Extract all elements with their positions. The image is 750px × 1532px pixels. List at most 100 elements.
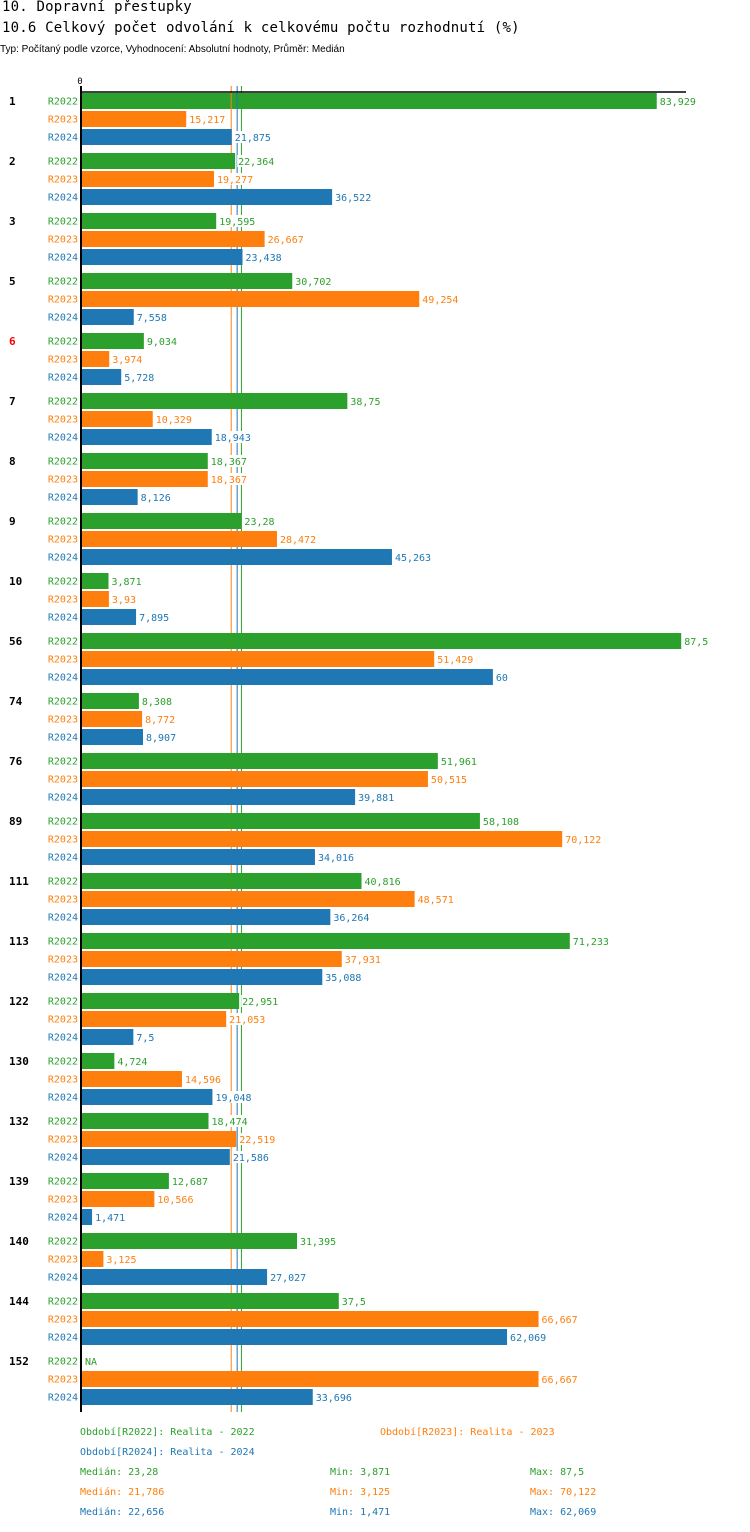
value-label-background <box>683 635 710 647</box>
bar-r2023 <box>82 531 277 547</box>
series-label: R2024 <box>48 673 78 684</box>
value-label: 21,875 <box>235 133 271 144</box>
bar-r2023 <box>82 1311 539 1327</box>
series-label: R2022 <box>48 97 78 108</box>
category-label: 122 <box>9 995 29 1008</box>
category-label: 76 <box>9 755 23 768</box>
value-label-background <box>340 1295 368 1307</box>
value-label-background <box>363 875 403 887</box>
value-label: 18,474 <box>212 1117 248 1128</box>
bar-r2023 <box>82 1071 182 1087</box>
value-label: 62,069 <box>510 1333 546 1344</box>
bar-r2023 <box>82 1191 155 1207</box>
value-label-background <box>266 233 306 245</box>
value-label-background <box>188 113 227 125</box>
bar-r2024 <box>82 249 243 265</box>
bar-r2023 <box>82 771 428 787</box>
legend-entry-r2024: Období[R2024]: Realita - 2024 <box>80 1447 255 1458</box>
value-label: 22,519 <box>239 1135 275 1146</box>
category-label: 2 <box>9 155 16 168</box>
value-label-background <box>144 713 177 725</box>
value-label-background <box>244 251 284 263</box>
series-label: R2022 <box>48 1177 78 1188</box>
bar-r2022 <box>82 693 139 709</box>
value-label: 1,471 <box>95 1213 125 1224</box>
bar-r2024 <box>82 429 212 445</box>
value-label-background <box>210 1115 250 1127</box>
series-label: R2022 <box>48 757 78 768</box>
value-label-background <box>138 611 171 623</box>
value-label: 66,667 <box>542 1315 578 1326</box>
series-label: R2023 <box>48 175 78 186</box>
series-label: R2022 <box>48 637 78 648</box>
value-label-background <box>228 1013 267 1025</box>
value-label-background <box>357 791 396 803</box>
bar-r2024 <box>82 669 493 685</box>
value-label: 37,5 <box>342 1297 366 1308</box>
value-label-background <box>209 473 249 485</box>
category-label: 5 <box>9 275 16 288</box>
bar-r2022 <box>82 393 348 409</box>
series-label: R2022 <box>48 1297 78 1308</box>
bar-r2023 <box>82 291 420 307</box>
value-label-background <box>439 755 479 767</box>
value-label-background <box>183 1073 223 1085</box>
bar-r2022 <box>82 633 682 649</box>
series-label: R2024 <box>48 913 78 924</box>
bar-r2022 <box>82 213 217 229</box>
bar-r2023 <box>82 1251 104 1267</box>
bar-r2024 <box>82 189 333 205</box>
value-label-background <box>144 731 178 743</box>
value-label: 26,667 <box>268 235 304 246</box>
series-label: R2024 <box>48 433 78 444</box>
value-label-background <box>123 371 156 383</box>
stat-min-r2024: Min: 1,471 <box>330 1507 391 1518</box>
bar-r2024 <box>82 1269 268 1285</box>
bar-r2023 <box>82 171 215 187</box>
series-label: R2022 <box>48 1057 78 1068</box>
value-label: 18,367 <box>211 457 247 468</box>
value-label-background <box>135 311 169 323</box>
value-label: 71,233 <box>573 937 609 948</box>
bar-r2022 <box>82 993 240 1009</box>
series-label: R2024 <box>48 1093 78 1104</box>
series-label: R2024 <box>48 313 78 324</box>
bar-r2022 <box>82 1113 209 1129</box>
value-label-background <box>658 95 698 107</box>
value-label: 58,108 <box>483 817 519 828</box>
stat-median-r2022: Medián: 23,28 <box>80 1467 159 1478</box>
bar-r2022 <box>82 453 208 469</box>
series-label: R2024 <box>48 553 78 564</box>
series-label: R2022 <box>48 817 78 828</box>
value-label: 8,126 <box>141 493 171 504</box>
bar-r2024 <box>82 129 232 145</box>
series-label: R2024 <box>48 1213 78 1224</box>
value-label: 34,016 <box>318 853 354 864</box>
chart-description: Typ: Počítaný podle vzorce, Vyhodnocení:… <box>0 44 345 55</box>
series-label: R2023 <box>48 355 78 366</box>
series-label: R2024 <box>48 1273 78 1284</box>
stat-min-r2022: Min: 3,871 <box>330 1467 391 1478</box>
category-label: 113 <box>9 935 29 948</box>
value-label-background <box>509 1331 548 1343</box>
bar-r2024 <box>82 789 356 805</box>
value-label: 87,5 <box>684 637 708 648</box>
value-label: 60 <box>496 673 508 684</box>
value-label-background <box>111 353 144 365</box>
value-label: 39,881 <box>358 793 394 804</box>
series-label: R2022 <box>48 517 78 528</box>
bar-r2022 <box>82 573 109 589</box>
bar-r2023 <box>82 1011 227 1027</box>
value-label: 23,438 <box>246 253 282 264</box>
series-label: R2024 <box>48 1033 78 1044</box>
bar-r2024 <box>82 1089 213 1105</box>
value-label-background <box>494 671 510 683</box>
series-label: R2023 <box>48 715 78 726</box>
value-label: 7,5 <box>136 1033 154 1044</box>
series-label: R2023 <box>48 955 78 966</box>
value-label-background <box>231 1151 271 1163</box>
category-label: 111 <box>9 875 29 888</box>
series-label: R2023 <box>48 235 78 246</box>
bar-r2023 <box>82 411 153 427</box>
